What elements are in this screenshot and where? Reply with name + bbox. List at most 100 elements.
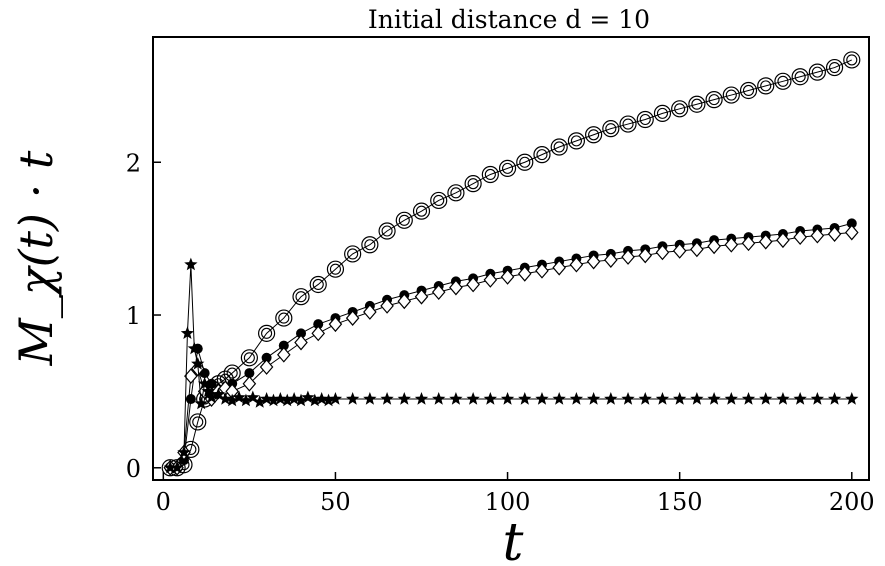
data-point [363, 304, 377, 320]
data-point-inner [725, 89, 737, 101]
data-point [621, 249, 635, 265]
data-point [430, 191, 448, 210]
data-point [277, 346, 291, 363]
data-point-inner [415, 205, 428, 217]
data-point [739, 81, 758, 100]
data-point [535, 262, 549, 279]
plot-frame [152, 36, 870, 481]
data-point [552, 392, 566, 405]
data-point [204, 390, 219, 404]
data-point [187, 341, 201, 355]
data-point [246, 390, 260, 404]
data-point [705, 91, 723, 109]
data-point [244, 368, 255, 379]
data-point [500, 392, 515, 405]
data-point [191, 356, 205, 370]
data-point [449, 279, 463, 296]
data-point [363, 392, 377, 405]
data-point [535, 392, 549, 405]
data-point [184, 368, 198, 385]
data-point [345, 310, 360, 326]
data-point-inner [519, 156, 531, 168]
data-point [184, 257, 198, 271]
data-point-inner [674, 103, 686, 115]
series-double-circle [161, 51, 861, 477]
data-point [741, 392, 756, 405]
data-point [361, 236, 379, 254]
data-point-inner [226, 367, 238, 379]
data-point [791, 68, 809, 86]
data-point [397, 293, 412, 310]
data-point [259, 359, 274, 375]
data-point [673, 392, 687, 405]
data-point [278, 340, 289, 351]
data-point [498, 159, 517, 177]
data-point-inner [760, 80, 772, 92]
y-tick-label: 2 [126, 149, 141, 177]
data-point-inner [261, 327, 273, 339]
data-point [776, 232, 790, 249]
data-point [466, 392, 480, 405]
data-point [621, 392, 635, 405]
data-point [449, 392, 463, 405]
data-point [636, 110, 654, 129]
data-point-inner [312, 278, 324, 291]
data-point [707, 238, 721, 255]
data-point-inner [708, 94, 720, 106]
data-point [180, 326, 195, 340]
data-point [170, 460, 184, 474]
data-point-inner [484, 168, 496, 181]
data-point [758, 233, 773, 250]
data-point [296, 328, 307, 339]
data-point [569, 256, 584, 273]
data-point [638, 247, 653, 264]
x-tick-label: 0 [156, 488, 171, 516]
data-point-inner [829, 62, 841, 74]
data-point [287, 392, 301, 405]
x-tick-label: 100 [485, 488, 531, 516]
data-point [328, 392, 343, 405]
data-point-inner [243, 352, 255, 364]
data-point [655, 392, 670, 405]
data-point [518, 392, 532, 405]
data-point [793, 229, 807, 246]
data-point [690, 241, 704, 258]
data-point [808, 63, 826, 81]
data-point [378, 222, 396, 240]
data-point [483, 392, 497, 405]
data-point-inner [570, 135, 582, 147]
data-point [211, 387, 226, 401]
data-point [810, 227, 825, 244]
data-point [810, 392, 825, 405]
data-point [604, 252, 618, 268]
data-point-inner [398, 214, 410, 226]
data-point-inner [588, 129, 600, 141]
data-point [776, 392, 790, 405]
data-point [321, 393, 336, 407]
data-point [619, 115, 637, 133]
data-point [604, 392, 618, 405]
plot-area [161, 51, 861, 477]
y-tick-label: 0 [126, 455, 141, 483]
data-point-inner [846, 54, 858, 66]
data-point [242, 375, 257, 392]
data-point [688, 95, 706, 113]
data-point [380, 297, 394, 314]
x-axis-label: t [503, 513, 524, 566]
data-point [344, 245, 362, 263]
data-point [259, 392, 274, 405]
data-point [308, 393, 322, 407]
data-point [466, 276, 480, 293]
data-point [163, 460, 177, 474]
data-point [266, 393, 281, 407]
data-point [846, 218, 857, 229]
data-point-inner [777, 75, 789, 87]
data-point-inner [433, 194, 445, 207]
data-point [464, 175, 482, 193]
data-point [655, 244, 670, 261]
data-point [432, 392, 446, 405]
series-line [170, 222, 852, 469]
data-point [206, 378, 217, 389]
data-point [275, 309, 293, 327]
